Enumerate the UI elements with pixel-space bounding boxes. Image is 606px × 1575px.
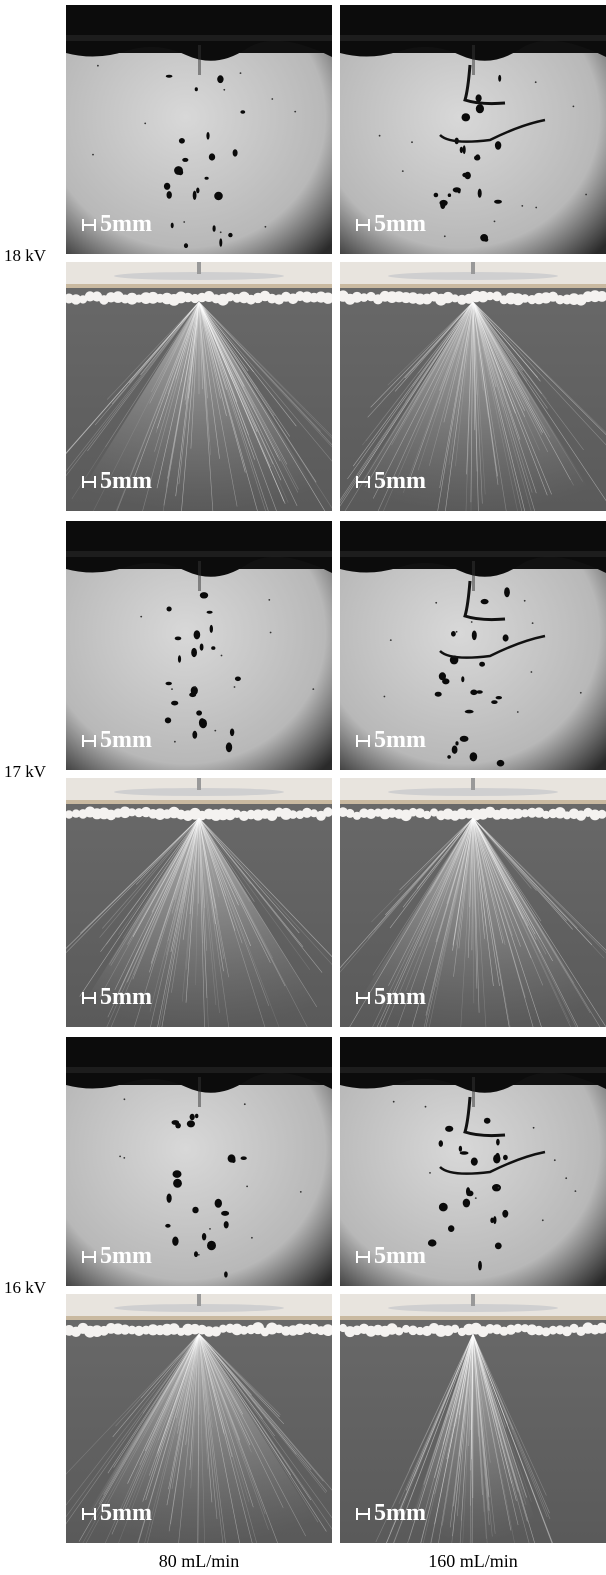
scale-bar: 5mm <box>356 984 426 1011</box>
scale-bar-mark <box>356 991 370 1004</box>
photo-18kv-80-spray: 5mm <box>66 262 332 511</box>
scale-bar-label: 5mm <box>100 984 152 1010</box>
scale-bar: 5mm <box>82 211 152 238</box>
row-label-17kv: 17 kV <box>4 762 47 781</box>
scale-bar-label: 5mm <box>374 1500 426 1526</box>
photo-16kv-160-spray: 5mm <box>340 1294 606 1543</box>
photo-16kv-80-droplets: 5mm <box>66 1037 332 1286</box>
row-label-18kv: 18 kV <box>4 246 47 265</box>
row-label-16kv: 16 kV <box>4 1278 47 1297</box>
scale-bar-mark <box>82 218 96 231</box>
photo-16kv-80-spray: 5mm <box>66 1294 332 1543</box>
scale-bar-mark <box>356 734 370 747</box>
scale-bar-mark <box>356 1250 370 1263</box>
scale-bar-mark <box>356 1507 370 1520</box>
scale-bar-label: 5mm <box>100 211 152 237</box>
scale-bar-mark <box>82 1507 96 1520</box>
scale-bar-mark <box>82 475 96 488</box>
scale-bar-label: 5mm <box>374 984 426 1010</box>
scale-bar: 5mm <box>82 1500 152 1527</box>
photo-17kv-160-droplets: 5mm <box>340 521 606 770</box>
scale-bar: 5mm <box>356 468 426 495</box>
column-label-160: 160 mL/min <box>428 1551 518 1571</box>
scale-bar-mark <box>356 218 370 231</box>
photo-18kv-160-spray: 5mm <box>340 262 606 511</box>
scale-bar-mark <box>82 734 96 747</box>
scale-bar-label: 5mm <box>374 211 426 237</box>
scale-bar-label: 5mm <box>100 468 152 494</box>
scale-bar: 5mm <box>82 727 152 754</box>
scale-bar: 5mm <box>356 1243 426 1270</box>
scale-bar-label: 5mm <box>100 1500 152 1526</box>
scale-bar: 5mm <box>82 1243 152 1270</box>
scale-bar-mark <box>356 475 370 488</box>
photo-18kv-160-droplets: 5mm <box>340 5 606 254</box>
scale-bar-mark <box>82 1250 96 1263</box>
scale-bar: 5mm <box>356 211 426 238</box>
photo-17kv-160-spray: 5mm <box>340 778 606 1027</box>
scale-bar-label: 5mm <box>100 1243 152 1269</box>
scale-bar: 5mm <box>356 1500 426 1527</box>
scale-bar-label: 5mm <box>100 727 152 753</box>
photo-17kv-80-droplets: 5mm <box>66 521 332 770</box>
scale-bar-label: 5mm <box>374 468 426 494</box>
scale-bar-label: 5mm <box>374 1243 426 1269</box>
scale-bar: 5mm <box>82 984 152 1011</box>
photo-18kv-80-droplets: 5mm <box>66 5 332 254</box>
scale-bar: 5mm <box>356 727 426 754</box>
photo-17kv-80-spray: 5mm <box>66 778 332 1027</box>
column-label-80: 80 mL/min <box>158 1551 240 1571</box>
scale-bar: 5mm <box>82 468 152 495</box>
photo-16kv-160-droplets: 5mm <box>340 1037 606 1286</box>
scale-bar-label: 5mm <box>374 727 426 753</box>
scale-bar-mark <box>82 991 96 1004</box>
